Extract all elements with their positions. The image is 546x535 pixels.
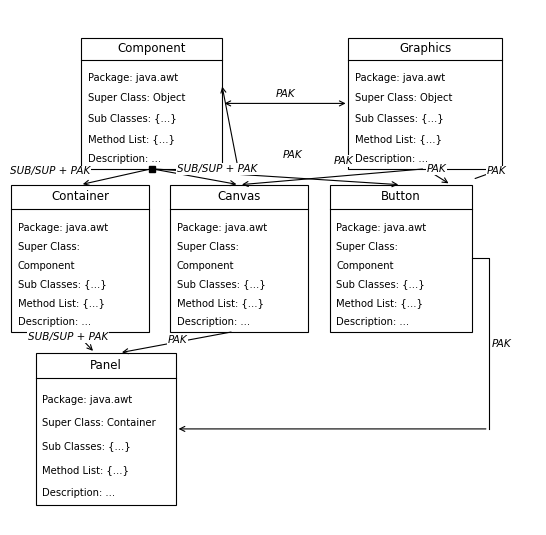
Bar [11, 185, 149, 332]
Text: Component: Component [117, 42, 186, 55]
Text: PAK: PAK [168, 334, 188, 345]
Text: Package: java.awt: Package: java.awt [18, 223, 108, 233]
Text: Description: ...: Description: ... [42, 488, 115, 498]
Text: Package: java.awt: Package: java.awt [336, 223, 426, 233]
Text: Sub Classes: {...}: Sub Classes: {...} [336, 280, 425, 289]
Text: Container: Container [51, 190, 109, 203]
Text: Description: ...: Description: ... [336, 317, 409, 327]
Text: PAK: PAK [491, 339, 511, 348]
Text: Super Class:: Super Class: [18, 242, 80, 252]
Text: Package: java.awt: Package: java.awt [88, 73, 178, 83]
Text: Description: ...: Description: ... [18, 317, 91, 327]
Text: PAK: PAK [426, 164, 446, 174]
Text: Graphics: Graphics [399, 42, 452, 55]
Bar [330, 185, 472, 332]
Text: Method List: {...}: Method List: {...} [355, 134, 442, 144]
Text: Description: ...: Description: ... [177, 317, 250, 327]
Text: Method List: {...}: Method List: {...} [42, 465, 129, 475]
Text: Description: ...: Description: ... [355, 154, 428, 164]
Text: PAK: PAK [275, 89, 295, 99]
Text: Super Class:: Super Class: [177, 242, 239, 252]
Text: Method List: {...}: Method List: {...} [88, 134, 175, 144]
Text: Method List: {...}: Method List: {...} [336, 299, 423, 308]
Text: Component: Component [336, 261, 394, 271]
Text: Super Class: Object: Super Class: Object [88, 94, 185, 103]
Text: SUB/SUP + PAK: SUB/SUP + PAK [177, 164, 257, 174]
Text: Description: ...: Description: ... [88, 154, 161, 164]
Text: Super Class:: Super Class: [336, 242, 398, 252]
Text: Canvas: Canvas [217, 190, 261, 203]
Bar [348, 38, 502, 169]
Bar [35, 353, 176, 505]
Text: Button: Button [381, 190, 421, 203]
Text: Method List: {...}: Method List: {...} [18, 299, 105, 308]
Text: PAK: PAK [333, 156, 353, 166]
Text: Super Class: Object: Super Class: Object [355, 94, 452, 103]
Bar [170, 185, 308, 332]
Text: PAK: PAK [487, 166, 507, 177]
Text: Sub Classes: {...}: Sub Classes: {...} [88, 113, 177, 124]
Text: Package: java.awt: Package: java.awt [355, 73, 445, 83]
Bar [81, 38, 222, 169]
Text: Sub Classes: {...}: Sub Classes: {...} [355, 113, 444, 124]
Text: Component: Component [18, 261, 75, 271]
Text: SUB/SUP + PAK: SUB/SUP + PAK [28, 332, 108, 342]
Text: Method List: {...}: Method List: {...} [177, 299, 264, 308]
Text: Super Class: Container: Super Class: Container [42, 418, 156, 428]
Text: Package: java.awt: Package: java.awt [42, 395, 132, 405]
Text: Panel: Panel [90, 359, 122, 372]
Text: Sub Classes: {...}: Sub Classes: {...} [177, 280, 266, 289]
Text: SUB/SUP + PAK: SUB/SUP + PAK [10, 166, 91, 177]
Text: Component: Component [177, 261, 234, 271]
Text: Package: java.awt: Package: java.awt [177, 223, 267, 233]
Text: Sub Classes: {...}: Sub Classes: {...} [42, 441, 131, 452]
Text: PAK: PAK [283, 150, 302, 160]
Text: Sub Classes: {...}: Sub Classes: {...} [18, 280, 106, 289]
